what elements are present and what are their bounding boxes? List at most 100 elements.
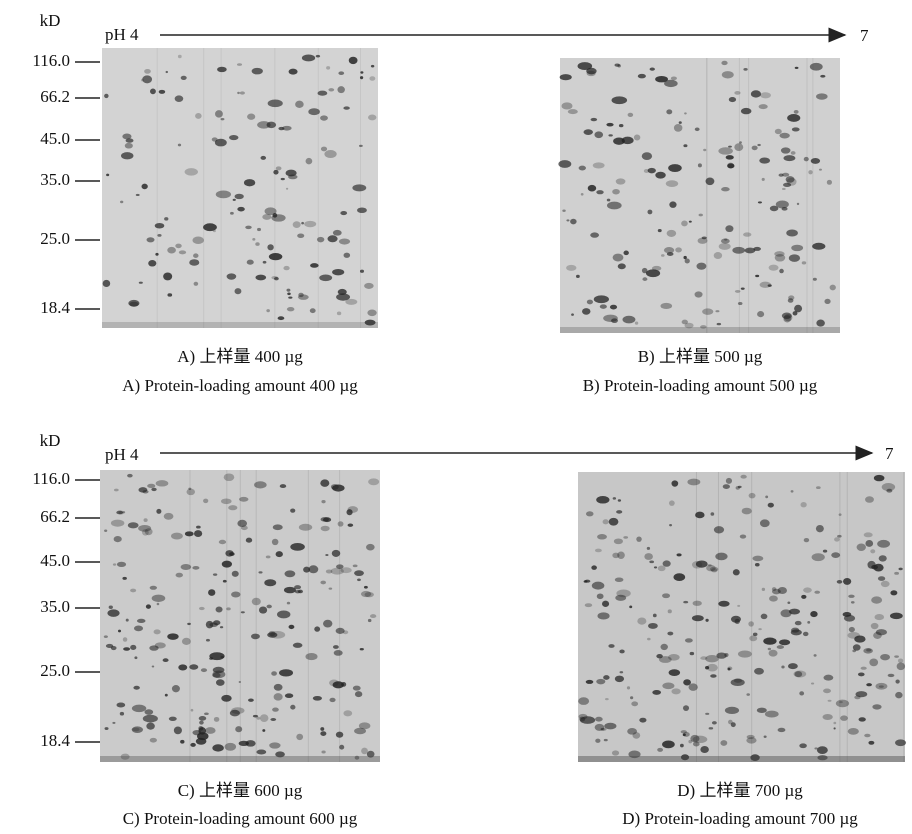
- protein-spot: [630, 696, 634, 700]
- protein-spot: [744, 247, 756, 254]
- protein-spot: [283, 586, 296, 594]
- protein-spot: [810, 610, 818, 618]
- protein-spot: [720, 740, 728, 746]
- protein-spot: [297, 233, 305, 239]
- protein-spot: [808, 170, 813, 175]
- protein-spot: [632, 732, 641, 739]
- protein-spot: [147, 483, 156, 489]
- marker-label: 18.4: [40, 298, 70, 317]
- protein-spot: [270, 718, 277, 721]
- protein-spot: [746, 737, 757, 744]
- protein-spot: [856, 543, 866, 551]
- protein-spot: [787, 298, 794, 303]
- protein-spot: [576, 274, 580, 278]
- protein-spot: [896, 662, 906, 671]
- protein-spot: [834, 537, 840, 542]
- protein-spot: [767, 647, 772, 651]
- protein-spot: [612, 552, 620, 559]
- protein-spot: [788, 254, 801, 262]
- protein-spot: [721, 60, 728, 66]
- marker-label: 35.0: [40, 170, 70, 189]
- protein-spot: [801, 594, 807, 599]
- protein-spot: [803, 538, 810, 543]
- gel-image: [558, 58, 840, 333]
- protein-spot: [310, 263, 319, 268]
- protein-spot: [709, 566, 719, 572]
- protein-spot: [886, 488, 893, 493]
- protein-spot: [671, 688, 681, 695]
- protein-spot: [799, 691, 805, 696]
- protein-spot: [603, 314, 618, 322]
- protein-spot: [332, 681, 344, 689]
- protein-spot: [637, 73, 646, 79]
- protein-spot: [817, 755, 828, 761]
- protein-spot: [105, 643, 114, 649]
- protein-spot: [627, 728, 638, 735]
- protein-spot: [718, 147, 733, 155]
- protein-spot: [700, 325, 707, 329]
- protein-spot: [673, 573, 686, 582]
- protein-spot: [683, 679, 691, 686]
- protein-spot: [873, 563, 884, 572]
- protein-spot: [195, 737, 207, 745]
- protein-spot: [138, 281, 143, 284]
- protein-spot: [739, 534, 747, 539]
- protein-spot: [354, 755, 360, 760]
- protein-spot: [255, 242, 260, 246]
- protein-spot: [273, 169, 279, 175]
- protein-spot: [190, 708, 194, 712]
- protein-spot: [231, 570, 239, 577]
- protein-spot: [842, 612, 852, 617]
- protein-spot: [106, 173, 110, 177]
- protein-spot: [870, 622, 879, 630]
- protein-spot: [708, 727, 714, 730]
- protein-spot: [112, 721, 116, 724]
- protein-spot: [248, 698, 254, 702]
- protein-spot: [710, 568, 718, 573]
- protein-spot: [815, 524, 824, 533]
- protein-spot: [752, 555, 764, 562]
- protein-spot: [131, 704, 147, 713]
- protein-spot: [791, 244, 804, 252]
- protein-spot: [231, 591, 241, 598]
- protein-spot: [872, 704, 882, 710]
- protein-spot: [800, 502, 807, 508]
- protein-spot: [317, 90, 328, 96]
- protein-spot: [617, 263, 626, 270]
- protein-spot: [103, 635, 108, 639]
- protein-spot: [895, 691, 903, 699]
- protein-spot: [850, 601, 855, 604]
- protein-spot: [725, 477, 733, 484]
- protein-spot: [308, 108, 320, 116]
- protein-spot: [683, 255, 687, 260]
- protein-spot: [767, 284, 772, 287]
- protein-spot: [323, 619, 333, 628]
- protein-spot: [366, 543, 375, 551]
- protein-spot: [613, 538, 623, 545]
- protein-spot: [732, 246, 746, 254]
- protein-spot: [305, 652, 318, 661]
- protein-spot: [778, 639, 791, 646]
- protein-spot: [897, 658, 904, 664]
- protein-spot: [661, 254, 665, 257]
- protein-spot: [178, 664, 188, 671]
- protein-spot: [180, 75, 187, 80]
- protein-spot: [777, 727, 786, 733]
- protein-spot: [220, 117, 225, 121]
- protein-spot: [180, 563, 192, 570]
- axis-unit: kD: [40, 431, 61, 450]
- protein-spot: [739, 141, 742, 144]
- marker-label: 116.0: [32, 51, 70, 70]
- protein-spot: [275, 166, 282, 171]
- protein-spot: [149, 737, 157, 743]
- protein-spot: [814, 590, 821, 594]
- caption-cn: C) 上样量 600 µg: [178, 781, 303, 800]
- protein-spot: [657, 565, 666, 572]
- protein-spot: [175, 243, 182, 249]
- protein-spot: [271, 538, 279, 546]
- protein-spot: [272, 524, 283, 531]
- protein-spot: [878, 555, 887, 562]
- protein-spot: [732, 569, 740, 576]
- protein-spot: [594, 548, 602, 553]
- protein-spot: [642, 277, 648, 281]
